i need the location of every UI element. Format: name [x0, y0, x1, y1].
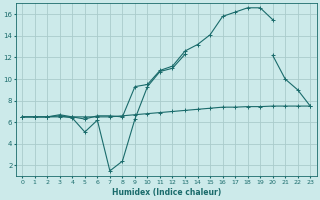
X-axis label: Humidex (Indice chaleur): Humidex (Indice chaleur)	[112, 188, 221, 197]
